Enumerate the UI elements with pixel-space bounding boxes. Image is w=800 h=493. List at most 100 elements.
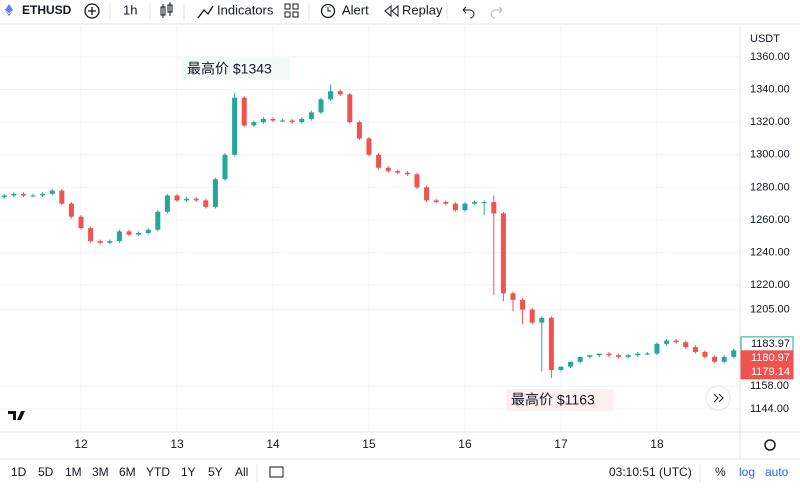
price-tag-label: 1180.97 <box>751 352 790 364</box>
range-button[interactable]: 5Y <box>208 465 223 479</box>
candle-body <box>606 353 612 356</box>
top-toolbar: ETHUSD 1h Indicators Alert Replay <box>0 2 800 25</box>
candle-body <box>68 203 74 217</box>
candle-body <box>520 299 526 310</box>
candle-body <box>241 97 247 126</box>
candle-body <box>472 202 478 204</box>
candle-body <box>184 198 190 201</box>
candle-body <box>539 317 545 323</box>
candle-body <box>529 309 535 323</box>
eth-icon <box>5 4 13 16</box>
date-range[interactable] <box>269 466 284 478</box>
candle-body <box>97 241 103 243</box>
range-button[interactable]: 1Y <box>181 465 196 479</box>
auto-toggle[interactable]: auto <box>765 465 789 479</box>
candle-body <box>712 356 718 362</box>
percent-toggle[interactable]: % <box>715 465 726 479</box>
candle-body <box>232 97 238 155</box>
price-tag <box>740 364 794 380</box>
clock: 03:10:51 (UTC) <box>609 465 692 479</box>
x-tick-label: 17 <box>554 437 568 451</box>
candle-body <box>260 118 266 123</box>
logo[interactable] <box>4 404 30 430</box>
candle-body <box>548 317 554 370</box>
candle-body <box>500 213 506 294</box>
replay[interactable]: Replay <box>402 2 443 17</box>
candle-body <box>616 355 622 357</box>
candle-body <box>644 353 650 355</box>
candle-body <box>443 202 449 204</box>
indicators-icon[interactable] <box>197 5 214 19</box>
y-tick-label: 1340.00 <box>750 83 790 95</box>
plot: 1360.00 1340.00 1320.00 1300.00 1280.00 1260.… <box>0 26 790 451</box>
candle-body <box>395 171 401 173</box>
replay-icon[interactable] <box>384 4 399 18</box>
candle-body <box>59 190 65 204</box>
candle-body <box>721 356 727 362</box>
candle-body <box>596 353 602 356</box>
alert-icon[interactable] <box>320 3 336 19</box>
candle-body <box>337 91 343 95</box>
candle-body <box>280 120 286 122</box>
candle-body <box>116 231 122 242</box>
range-button[interactable]: 1D <box>11 465 27 479</box>
y-tick-label: 1240.00 <box>750 246 790 258</box>
undo[interactable] <box>462 6 475 19</box>
redo[interactable] <box>490 6 503 19</box>
x-tick-label: 15 <box>362 437 376 451</box>
indicators[interactable]: Indicators <box>217 2 274 17</box>
log-toggle[interactable]: log <box>739 465 755 479</box>
y-tick-label: 1360.00 <box>750 51 790 63</box>
candle-body <box>452 203 458 211</box>
candle-body <box>289 120 295 123</box>
candle-body <box>510 293 516 300</box>
candle-body <box>193 198 199 201</box>
candle-body <box>212 179 218 207</box>
y-tick-label: 1280.00 <box>750 181 790 193</box>
candle-body <box>462 203 468 211</box>
candle-body <box>625 355 631 357</box>
range-button[interactable]: YTD <box>146 465 170 479</box>
candle-body <box>88 228 94 242</box>
chart-type[interactable] <box>160 2 173 18</box>
symbol[interactable]: ETHUSD <box>22 3 72 17</box>
x-tick-label: 18 <box>650 437 664 451</box>
y-tick-label: 1320.00 <box>750 116 790 128</box>
alert[interactable]: Alert <box>342 2 369 17</box>
candle-body <box>328 91 334 100</box>
candle-body <box>424 187 430 201</box>
candle-body <box>270 118 276 121</box>
range-button[interactable]: All <box>235 465 248 479</box>
settings[interactable] <box>764 439 776 451</box>
range-button[interactable]: 6M <box>119 465 136 479</box>
candle-body <box>347 94 353 123</box>
candle-body <box>577 356 583 362</box>
candle-body <box>376 154 382 168</box>
candle-body <box>299 118 305 123</box>
candle-body <box>385 167 391 172</box>
candle-body <box>126 231 132 235</box>
range-button[interactable]: 3M <box>92 465 109 479</box>
x-tick-label: 16 <box>458 437 472 451</box>
candle-body <box>164 195 170 212</box>
price-tag-label: 1183.97 <box>751 338 790 350</box>
annotation-box <box>182 58 290 80</box>
annotation-box <box>506 389 614 411</box>
candle-body <box>692 347 698 352</box>
candle-body <box>107 241 113 243</box>
candle-body <box>702 351 708 357</box>
annotation: 最高价 $1343 <box>187 61 272 77</box>
y-tick-label: 1220.00 <box>750 279 790 291</box>
candle-body <box>49 190 55 194</box>
range-button[interactable]: 5D <box>38 465 54 479</box>
range-button[interactable]: 1M <box>65 465 82 479</box>
interval[interactable]: 1h <box>123 2 137 17</box>
candle-body <box>366 138 372 155</box>
x-tick-label: 13 <box>170 437 184 451</box>
candle-body <box>433 200 439 203</box>
range-bar: 1D 5D 1M 3M 6M YTD 1Y 5Y All <box>11 465 248 479</box>
add-symbol[interactable] <box>84 3 100 19</box>
candle-body <box>11 193 17 196</box>
y-tick-label: 1205.00 <box>750 304 790 316</box>
